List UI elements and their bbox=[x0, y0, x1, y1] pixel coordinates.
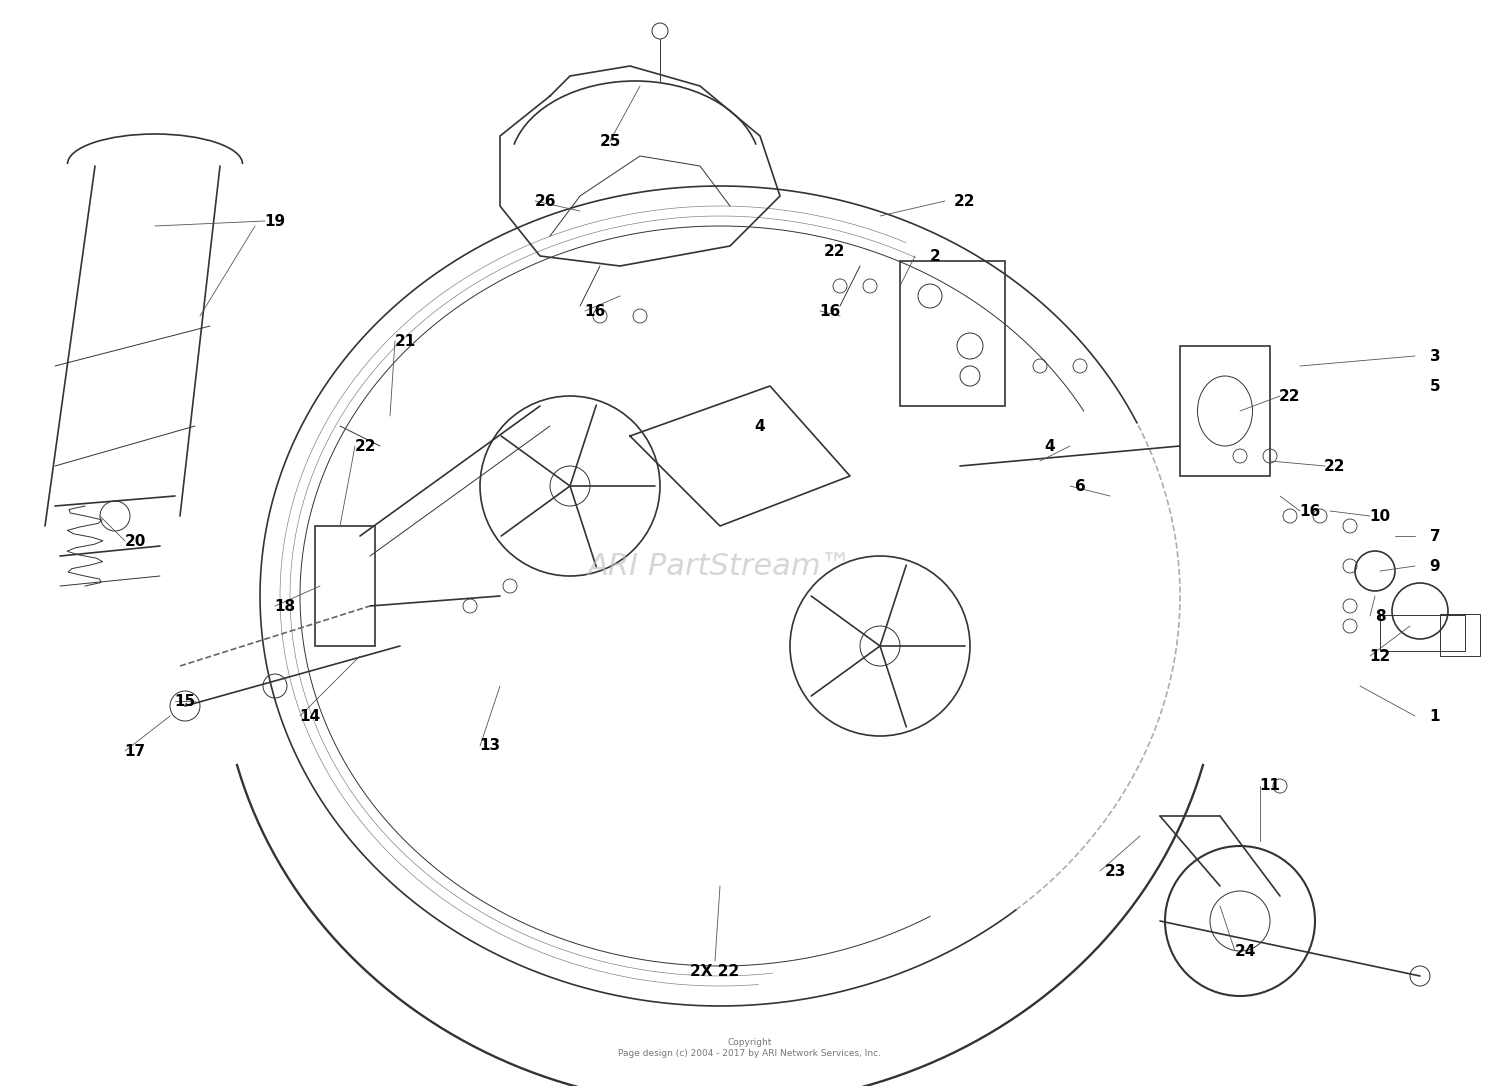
Text: 19: 19 bbox=[264, 214, 285, 228]
Text: 16: 16 bbox=[1299, 504, 1320, 518]
Text: 10: 10 bbox=[1370, 508, 1390, 523]
Text: 14: 14 bbox=[300, 708, 321, 723]
Text: ARI PartStream™: ARI PartStream™ bbox=[588, 552, 852, 581]
Text: 15: 15 bbox=[174, 694, 195, 708]
Text: 12: 12 bbox=[1370, 648, 1390, 664]
Text: 11: 11 bbox=[1260, 779, 1281, 794]
Text: 1: 1 bbox=[1430, 708, 1440, 723]
Text: 21: 21 bbox=[394, 333, 416, 349]
Text: 17: 17 bbox=[124, 744, 146, 758]
Text: 18: 18 bbox=[274, 598, 296, 614]
Text: 6: 6 bbox=[1074, 479, 1086, 493]
Text: 22: 22 bbox=[824, 243, 846, 258]
Text: 22: 22 bbox=[354, 439, 376, 454]
Text: 26: 26 bbox=[534, 193, 556, 209]
Text: 4: 4 bbox=[1044, 439, 1056, 454]
Text: 13: 13 bbox=[480, 738, 501, 754]
Bar bbox=[1180, 346, 1270, 476]
Text: 20: 20 bbox=[124, 533, 146, 548]
Text: 5: 5 bbox=[1430, 379, 1440, 393]
Text: 23: 23 bbox=[1104, 863, 1125, 879]
Bar bbox=[1380, 615, 1466, 651]
Bar bbox=[315, 526, 375, 646]
Text: 4: 4 bbox=[754, 418, 765, 433]
Text: Copyright
Page design (c) 2004 - 2017 by ARI Network Services, Inc.: Copyright Page design (c) 2004 - 2017 by… bbox=[618, 1038, 882, 1058]
Bar bbox=[1440, 614, 1480, 656]
Text: 2: 2 bbox=[930, 249, 940, 264]
Text: 2X 22: 2X 22 bbox=[690, 963, 740, 978]
Text: 22: 22 bbox=[1324, 458, 1346, 473]
Text: 9: 9 bbox=[1430, 558, 1440, 573]
Text: 25: 25 bbox=[600, 134, 621, 149]
Text: 22: 22 bbox=[954, 193, 975, 209]
Text: 24: 24 bbox=[1234, 944, 1256, 959]
Bar bbox=[900, 261, 1005, 406]
Text: 8: 8 bbox=[1374, 608, 1386, 623]
Text: 16: 16 bbox=[819, 303, 840, 318]
Text: 16: 16 bbox=[585, 303, 606, 318]
Text: 22: 22 bbox=[1280, 389, 1300, 404]
Text: 7: 7 bbox=[1430, 529, 1440, 543]
Text: 3: 3 bbox=[1430, 349, 1440, 364]
